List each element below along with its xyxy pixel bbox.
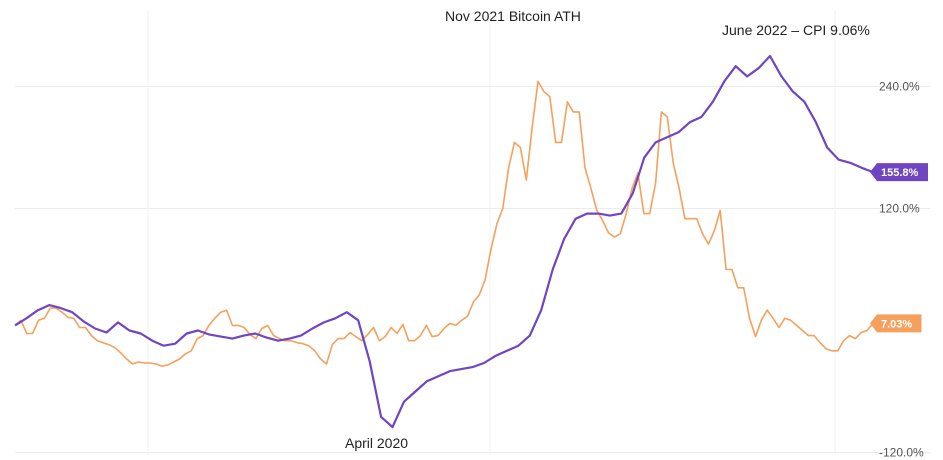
annotation-bitcoin-ath: Nov 2021 Bitcoin ATH [445,8,581,24]
series-line-0 [14,80,874,367]
y-tick-label-1: 120.0% [879,202,920,216]
end-value-label-0: 7.03% [881,318,912,330]
y-tick-label-2: -120.0% [879,445,924,459]
series-layer [14,54,874,429]
y-axis-ticks: 240.0% 120.0% -120.0% [879,80,924,460]
y-tick-label-0: 240.0% [879,80,920,94]
annotation-april-2020: April 2020 [345,435,408,451]
series-line-1 [14,54,874,429]
end-value-label-1: 155.8% [881,167,919,179]
end-value-badge-1: 155.8% [870,163,928,182]
end-value-badge-shape-0 [870,314,922,333]
end-value-badge-0: 7.03% [870,314,922,333]
gridlines [15,10,930,455]
annotation-cpi-peak: June 2022 – CPI 9.06% [722,22,870,38]
end-value-badge-shape-1 [870,163,928,182]
end-value-badges: 7.03% 155.8% [870,163,928,333]
